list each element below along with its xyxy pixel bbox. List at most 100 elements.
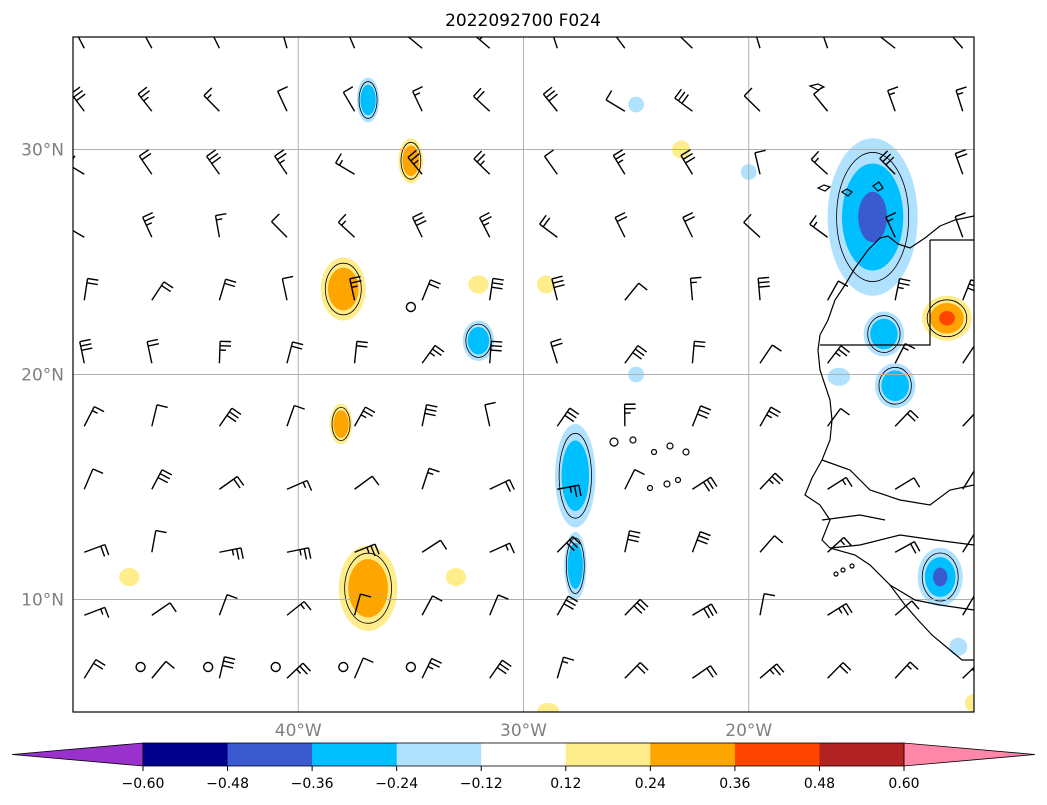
wind-barb xyxy=(556,656,575,679)
colorbar-tick-label: −0.60 xyxy=(122,776,165,792)
wind-barb xyxy=(206,149,222,175)
calm-wind-circle xyxy=(135,661,146,673)
wind-barb xyxy=(473,150,491,175)
canary-island-2 xyxy=(840,188,853,197)
anomaly-blob xyxy=(564,532,587,600)
wind-barb xyxy=(286,404,305,427)
anomaly-contour xyxy=(358,81,378,119)
anomaly-contour xyxy=(878,366,912,405)
wind-barb xyxy=(827,407,850,427)
wind-barb xyxy=(353,406,376,427)
wind-barb xyxy=(77,37,85,49)
wind-barb xyxy=(335,153,355,175)
lon-tick-label: 30°W xyxy=(500,721,547,741)
anomaly-blob xyxy=(922,295,972,341)
wind-barb xyxy=(556,407,580,427)
wind-barb xyxy=(349,37,356,49)
anomaly-contour xyxy=(921,552,959,602)
calm-wind-circle xyxy=(405,661,417,673)
anomaly-blob xyxy=(329,403,353,445)
wind-barb xyxy=(954,149,968,175)
wind-barb xyxy=(689,276,702,301)
anomaly-shade xyxy=(858,191,888,243)
wind-barb xyxy=(623,403,636,427)
wind-barb xyxy=(421,539,448,553)
wind-barb xyxy=(615,37,626,49)
wind-barb xyxy=(759,472,784,490)
wind-barb xyxy=(411,212,427,238)
wind-barb xyxy=(894,278,911,301)
wind-barb xyxy=(271,213,288,238)
colorbar-tick-label: −0.48 xyxy=(206,776,249,792)
anomaly-blob xyxy=(338,545,398,631)
wind-barb xyxy=(680,149,696,175)
wind-barb xyxy=(674,88,693,112)
wind-barb xyxy=(353,340,368,364)
lon-tick-label: 40°W xyxy=(275,721,322,741)
wind-barb xyxy=(151,281,174,301)
wind-barb xyxy=(354,475,380,490)
wind-barb xyxy=(743,87,761,112)
wind-barb xyxy=(138,149,153,175)
wind-barb xyxy=(962,533,974,553)
africa-coastline xyxy=(804,215,974,661)
anomaly-blob xyxy=(863,311,905,357)
anomaly-blob xyxy=(827,138,918,296)
anomaly-contour xyxy=(867,315,901,353)
anomaly-blob xyxy=(555,424,596,528)
wind-barb xyxy=(624,530,641,553)
wind-barb xyxy=(151,602,177,616)
cape-verde-island-4 xyxy=(666,442,674,450)
anomaly-contour xyxy=(926,299,968,338)
wind-barb xyxy=(550,338,563,364)
wind-barb xyxy=(879,150,896,175)
anomaly-blob xyxy=(356,77,380,123)
wind-barb xyxy=(759,663,785,679)
anomaly-shade xyxy=(939,311,955,326)
wind-barb xyxy=(879,37,896,49)
anomaly-blob xyxy=(468,275,489,294)
wind-barb xyxy=(421,344,445,364)
anomaly-shade xyxy=(468,275,489,294)
colorbar-bin xyxy=(312,743,398,766)
wind-barb xyxy=(962,279,974,301)
wind-barb xyxy=(612,149,626,175)
anomaly-contour xyxy=(344,552,392,624)
wind-barb xyxy=(894,540,921,554)
wind-barb xyxy=(73,86,86,112)
figure-title: 2022092700 F024 xyxy=(445,11,601,31)
map-frame xyxy=(72,36,975,713)
wind-barb xyxy=(342,86,356,112)
anomaly-blob xyxy=(537,703,560,712)
wind-barb xyxy=(353,657,374,679)
anomaly-shade xyxy=(537,703,560,712)
calm-wind-circle xyxy=(202,661,214,673)
wind-barb xyxy=(421,595,443,616)
colorbar-extend-low xyxy=(11,742,144,767)
bijagos-island-2 xyxy=(840,567,846,573)
wind-barb xyxy=(484,401,496,427)
anomaly-shade xyxy=(561,440,590,511)
wind-barb xyxy=(219,475,245,490)
wind-barb xyxy=(962,413,974,427)
senegal-border xyxy=(821,459,974,506)
wind-barb xyxy=(218,340,232,364)
wind-barb xyxy=(962,666,974,679)
colorbar: −0.60 −0.48 −0.36 −0.24 −0.12 0.12 0.24 0.36 0.4… xyxy=(11,742,1036,792)
anomaly-shade xyxy=(467,326,490,355)
gambia-border xyxy=(821,514,886,521)
anomaly-contour xyxy=(565,537,585,594)
wind-barb xyxy=(885,212,897,238)
wind-barb xyxy=(353,593,372,616)
cape-verde-island-3 xyxy=(650,448,658,456)
wind-barb xyxy=(624,598,649,616)
anomaly-shade xyxy=(537,275,556,294)
colorbar-tick-label: −0.12 xyxy=(460,776,503,792)
wind-barb xyxy=(144,37,153,49)
anomaly-shade xyxy=(949,637,968,656)
wind-barb xyxy=(412,86,423,112)
wind-barb xyxy=(421,467,440,490)
coastline xyxy=(609,83,974,661)
wind-barb xyxy=(283,37,288,49)
bijagos-island-1 xyxy=(833,571,839,577)
